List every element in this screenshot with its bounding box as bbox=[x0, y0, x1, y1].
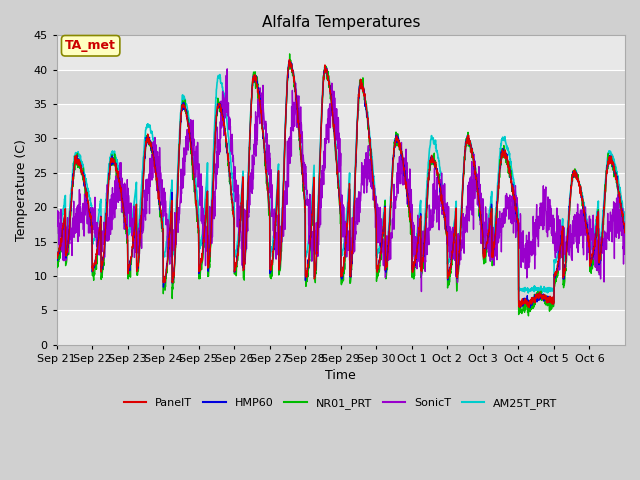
SonicT bbox=[223, 66, 231, 72]
Text: TA_met: TA_met bbox=[65, 39, 116, 52]
Bar bbox=[57, 207, 625, 241]
NR01_PRT bbox=[525, 313, 532, 319]
NR01_PRT bbox=[513, 209, 520, 215]
HMP60 bbox=[614, 184, 621, 190]
HMP60 bbox=[53, 249, 61, 254]
HMP60 bbox=[526, 305, 534, 311]
SonicT bbox=[513, 202, 520, 207]
NR01_PRT bbox=[621, 233, 629, 239]
Bar bbox=[57, 241, 625, 276]
SonicT bbox=[53, 230, 61, 236]
PanelT bbox=[109, 159, 117, 165]
NR01_PRT bbox=[109, 161, 117, 167]
AM25T_PRT bbox=[286, 58, 294, 64]
Bar bbox=[57, 70, 625, 104]
Line: PanelT: PanelT bbox=[57, 60, 625, 307]
SonicT bbox=[417, 288, 425, 294]
HMP60 bbox=[285, 58, 292, 64]
AM25T_PRT bbox=[513, 195, 520, 201]
PanelT bbox=[614, 178, 621, 183]
PanelT bbox=[545, 299, 552, 305]
PanelT bbox=[376, 258, 383, 264]
SonicT bbox=[614, 208, 621, 214]
PanelT bbox=[621, 230, 629, 236]
AM25T_PRT bbox=[621, 218, 629, 224]
NR01_PRT bbox=[232, 273, 240, 279]
Bar bbox=[57, 173, 625, 207]
HMP60 bbox=[109, 156, 117, 162]
NR01_PRT bbox=[53, 258, 61, 264]
SonicT bbox=[376, 213, 383, 218]
PanelT bbox=[53, 250, 61, 255]
PanelT bbox=[285, 57, 293, 62]
Line: HMP60: HMP60 bbox=[57, 61, 625, 308]
HMP60 bbox=[376, 258, 383, 264]
Line: SonicT: SonicT bbox=[57, 69, 625, 291]
HMP60 bbox=[621, 225, 629, 230]
X-axis label: Time: Time bbox=[326, 369, 356, 382]
SonicT bbox=[109, 196, 117, 202]
NR01_PRT bbox=[614, 186, 621, 192]
SonicT bbox=[621, 219, 629, 225]
Y-axis label: Temperature (C): Temperature (C) bbox=[15, 139, 28, 241]
NR01_PRT bbox=[545, 294, 552, 300]
NR01_PRT bbox=[286, 51, 294, 57]
Bar bbox=[57, 311, 625, 345]
PanelT bbox=[525, 304, 533, 310]
NR01_PRT bbox=[376, 269, 383, 275]
Bar bbox=[57, 276, 625, 311]
PanelT bbox=[513, 208, 520, 214]
HMP60 bbox=[545, 294, 552, 300]
SonicT bbox=[545, 201, 552, 206]
PanelT bbox=[232, 260, 240, 265]
Legend: PanelT, HMP60, NR01_PRT, SonicT, AM25T_PRT: PanelT, HMP60, NR01_PRT, SonicT, AM25T_P… bbox=[120, 394, 562, 413]
Title: Alfalfa Temperatures: Alfalfa Temperatures bbox=[262, 15, 420, 30]
Line: AM25T_PRT: AM25T_PRT bbox=[57, 61, 625, 293]
Bar bbox=[57, 36, 625, 70]
HMP60 bbox=[513, 211, 520, 216]
AM25T_PRT bbox=[614, 174, 621, 180]
Bar bbox=[57, 104, 625, 138]
Line: NR01_PRT: NR01_PRT bbox=[57, 54, 625, 316]
AM25T_PRT bbox=[376, 247, 383, 252]
HMP60 bbox=[232, 261, 240, 266]
SonicT bbox=[232, 189, 240, 195]
AM25T_PRT bbox=[109, 150, 117, 156]
AM25T_PRT bbox=[53, 230, 61, 236]
AM25T_PRT bbox=[232, 247, 240, 253]
AM25T_PRT bbox=[545, 288, 552, 294]
AM25T_PRT bbox=[524, 290, 532, 296]
Bar bbox=[57, 138, 625, 173]
